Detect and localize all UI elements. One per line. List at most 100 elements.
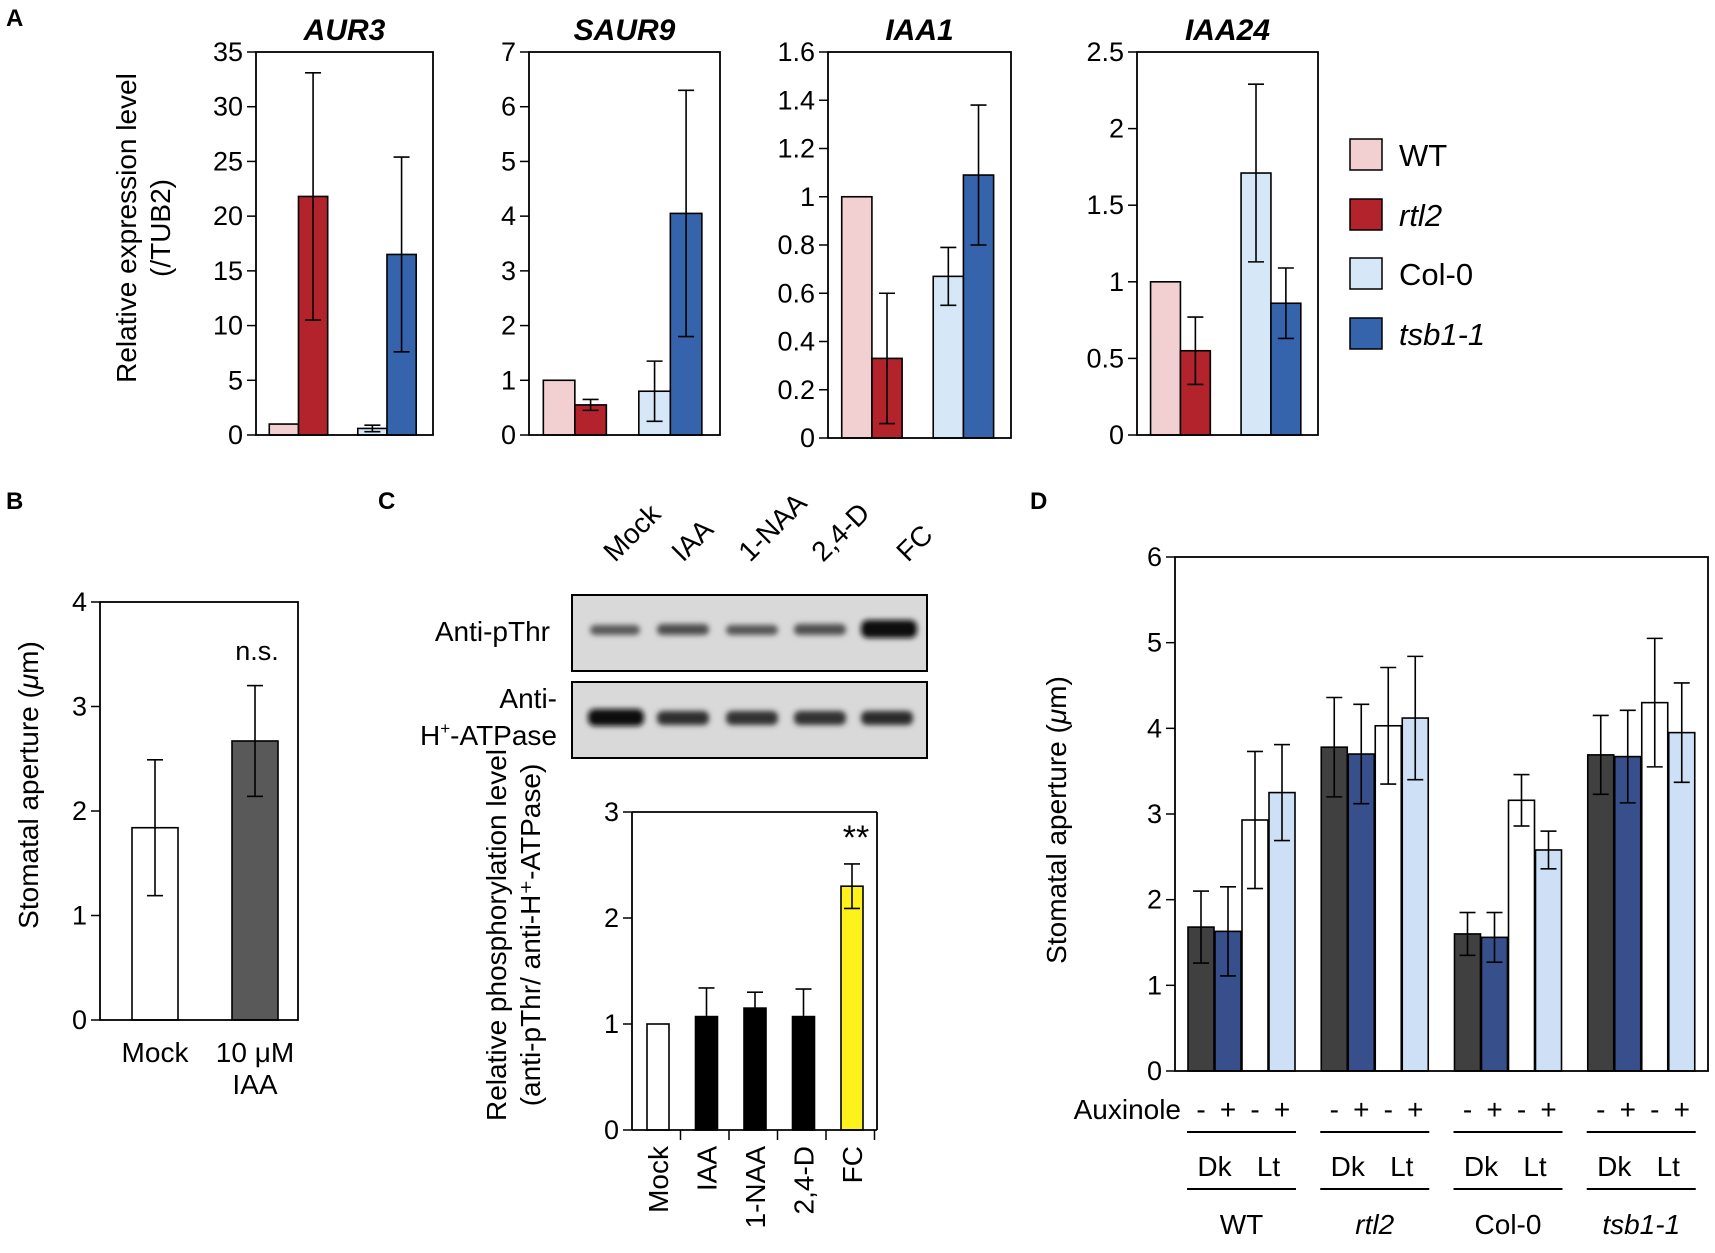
c-bar-fc [840, 885, 864, 1131]
a4-frame [1136, 51, 1319, 436]
c-ytick-label: 2 [604, 903, 619, 933]
blot-lane-fc: FC [890, 519, 938, 567]
d-bar-tsb1-dk-plus [1613, 755, 1642, 1072]
c-xtick-label-1naa: 1-NAA [740, 1146, 771, 1229]
d-condition-label-dk: Dk [1597, 1151, 1632, 1182]
a4-ytick-label: 2 [1109, 114, 1124, 144]
a3-ytick-label: 0.4 [777, 327, 815, 357]
a1-bar-wt [268, 423, 300, 436]
a1-ytick-label: 5 [228, 365, 243, 395]
panel-d-letter: D [1030, 488, 1047, 515]
legend-swatch-rtl2 [1349, 198, 1383, 231]
chart-aur3: 0 5 10 15 20 25 30 35 AUR3 [213, 14, 434, 450]
b-ytick-label: 2 [72, 796, 87, 826]
chart-saur9: 0 1 2 3 4 5 6 7 SAUR9 [501, 14, 721, 450]
c-xtick-label-24d: 2,4-D [789, 1146, 820, 1214]
panel-a-letter: A [6, 5, 23, 32]
a2-ytick-label: 0 [501, 420, 516, 450]
a3-title: IAA1 [885, 14, 953, 47]
d-ytick-label: 0 [1147, 1056, 1162, 1086]
a4-bar-wt [1149, 280, 1182, 436]
blot-lane-24d: 2,4-D [805, 497, 875, 567]
c-ytick-label: 3 [604, 797, 619, 827]
b-xtick-label: IAA [232, 1069, 277, 1100]
a2-frame [528, 51, 721, 436]
blot-lane-mock: Mock [597, 497, 667, 567]
a3-ytick-label: 0.2 [777, 375, 815, 405]
panel-a-ylabel-line2: (/TUB2) [145, 179, 176, 277]
d-ytick-label: 6 [1147, 542, 1162, 572]
d-auxinole-label: Auxinole [1074, 1094, 1181, 1125]
blot-band-pthr-24d [794, 624, 846, 635]
d-auxinole-sign: + [1540, 1094, 1556, 1125]
a2-ytick-label: 4 [501, 201, 516, 231]
a1-ytick-label: 10 [213, 311, 243, 341]
a2-ytick-label: 3 [501, 256, 516, 286]
a3-ytick-label: 1.4 [777, 85, 815, 115]
d-condition-label-lt: Lt [1523, 1151, 1547, 1182]
a4-ytick-label: 2.5 [1086, 37, 1124, 67]
panel-c-ylabel-line1: Relative phosphorylation level [481, 749, 512, 1121]
panel-c-letter: C [378, 488, 395, 515]
a3-ytick-label: 1.2 [777, 134, 815, 164]
a3-ytick-label: 1.6 [777, 37, 815, 67]
a3-ytick-label: 0.8 [777, 230, 815, 260]
d-condition-label-dk: Dk [1197, 1151, 1232, 1182]
c-ytick-label: 0 [604, 1115, 619, 1145]
a3-ytick-label: 0 [800, 423, 815, 453]
a1-ytick-label: 35 [213, 37, 243, 67]
d-auxinole-sign: - [1330, 1094, 1339, 1125]
a4-ytick-label: 0.5 [1086, 343, 1124, 373]
panel-b-ylabel: Stomatal aperture (μm) [13, 641, 44, 929]
c-xtick-label-fc: FC [837, 1146, 868, 1183]
blot-band-pthr-mock [590, 625, 640, 635]
a1-title: AUR3 [303, 14, 386, 47]
b-annotation-ns: n.s. [235, 636, 279, 666]
a2-bar-wt [542, 379, 576, 436]
d-genotype-label-rtl2: rtl2 [1355, 1209, 1394, 1240]
legend-label-col0: Col-0 [1399, 257, 1473, 292]
d-condition-label-lt: Lt [1390, 1151, 1414, 1182]
legend-label-tsb1: tsb1-1 [1399, 317, 1485, 352]
d-genotype-label-tsb1: tsb1-1 [1602, 1209, 1680, 1240]
d-auxinole-sign: + [1407, 1094, 1423, 1125]
legend: WT rtl2 Col-0 tsb1-1 [1349, 138, 1485, 352]
d-auxinole-sign: - [1250, 1094, 1259, 1125]
a4-ytick-label: 0 [1109, 420, 1124, 450]
c-annotation-significance: ** [843, 819, 869, 857]
blot-band-atpase-1naa [726, 711, 778, 725]
d-auxinole-sign: - [1517, 1094, 1526, 1125]
d-condition-label-lt: Lt [1657, 1151, 1681, 1182]
a2-ytick-label: 2 [501, 311, 516, 341]
blot-band-pthr-1naa [726, 625, 778, 635]
d-condition-label-dk: Dk [1464, 1151, 1499, 1182]
blot-band-atpase-mock [588, 709, 644, 726]
b-xtick-label: Mock [122, 1037, 190, 1068]
d-bar-col0-lt-minus [1507, 799, 1536, 1072]
a2-ytick-label: 6 [501, 92, 516, 122]
a1-ytick-label: 30 [213, 92, 243, 122]
d-auxinole-sign: + [1674, 1094, 1690, 1125]
d-auxinole-sign: + [1620, 1094, 1636, 1125]
a2-title: SAUR9 [574, 14, 676, 47]
blot-band-pthr-fc [861, 620, 917, 638]
d-auxinole-sign: + [1353, 1094, 1369, 1125]
b-ytick-label: 4 [72, 587, 87, 617]
blot-band-pthr-iaa [657, 624, 709, 635]
a4-ytick-label: 1.5 [1086, 190, 1124, 220]
blot-band-atpase-iaa [657, 711, 709, 725]
d-auxinole-sign: + [1486, 1094, 1502, 1125]
d-ytick-label: 5 [1147, 628, 1162, 658]
c-xtick-label-mock: Mock [643, 1145, 674, 1213]
a3-ytick-label: 0.6 [777, 278, 815, 308]
panel-c-ylabel-line2: (anti-pThr/ anti-H⁺-ATPase) [515, 764, 546, 1107]
d-bar-tsb1-dk-minus [1586, 754, 1615, 1072]
c-xtick-label-iaa: IAA [692, 1146, 723, 1191]
legend-label-rtl2: rtl2 [1399, 198, 1442, 233]
d-genotype-label-col0: Col-0 [1475, 1209, 1542, 1240]
legend-swatch-wt [1349, 138, 1383, 171]
c-ytick-label: 1 [604, 1009, 619, 1039]
b-ytick-label: 1 [72, 901, 87, 931]
